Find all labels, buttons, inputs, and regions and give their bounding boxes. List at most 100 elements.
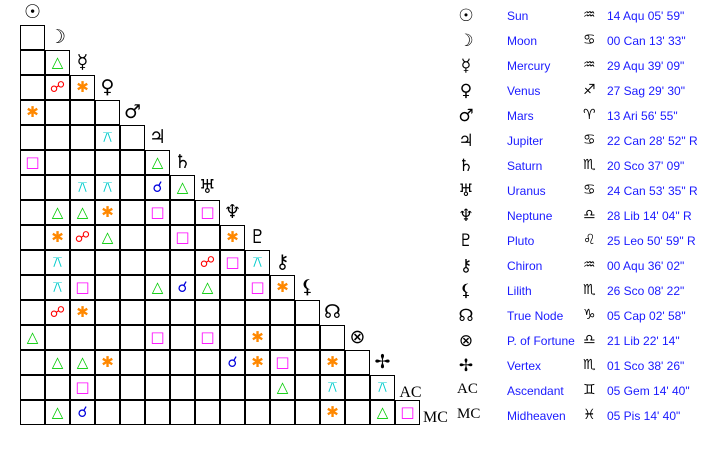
vertex-icon: ✢ bbox=[458, 356, 474, 376]
planet-row-ascendant: AC Ascendant ♊ 05 Gem 14' 40" bbox=[450, 380, 705, 405]
true-node-icon: ☊ bbox=[458, 306, 474, 326]
aspect-cell-empty bbox=[295, 375, 320, 400]
aspect-cell-empty bbox=[220, 300, 245, 325]
planet-name: Pluto bbox=[507, 234, 535, 248]
aspect-cell-empty bbox=[170, 375, 195, 400]
aspect-cell-empty bbox=[95, 300, 120, 325]
aspect-cell-empty bbox=[270, 400, 295, 425]
zodiac-sign-icon: ♋ bbox=[583, 132, 596, 148]
aspect-cell-empty bbox=[145, 300, 170, 325]
aspect-cell-empty bbox=[195, 225, 220, 250]
aspect-cell-empty bbox=[95, 250, 120, 275]
mars-icon: ♂ bbox=[458, 106, 474, 126]
planet-position: 29 Aqu 39' 09" bbox=[607, 59, 685, 73]
uranus-icon: ♅ bbox=[458, 181, 474, 201]
planet-name: Vertex bbox=[507, 359, 542, 373]
aspect-quincunx-icon: ⚻ bbox=[320, 375, 345, 400]
aspect-cell-empty bbox=[20, 225, 45, 250]
aspect-square-icon: □ bbox=[145, 200, 170, 225]
aspect-cell-empty bbox=[20, 125, 45, 150]
planet-position: 25 Leo 50' 59" R bbox=[607, 234, 696, 248]
planet-position: 05 Cap 02' 58" bbox=[607, 309, 686, 323]
planet-name: Uranus bbox=[507, 184, 546, 198]
zodiac-sign-icon: ♊ bbox=[583, 382, 596, 398]
aspect-cell-empty bbox=[20, 400, 45, 425]
aspect-cell-empty bbox=[120, 225, 145, 250]
aspect-quincunx-icon: ⚻ bbox=[245, 250, 270, 275]
saturn-icon: ♄ bbox=[458, 156, 474, 176]
zodiac-sign-icon: ♈ bbox=[583, 107, 596, 123]
neptune-icon: ♆ bbox=[458, 206, 474, 226]
planet-row-mercury: ☿ Mercury ♒ 29 Aqu 39' 09" bbox=[450, 55, 705, 80]
aspect-opposition-icon: ☍ bbox=[45, 75, 70, 100]
planet-row-moon: ☽ Moon ♋ 00 Can 13' 33" bbox=[450, 30, 705, 55]
aspect-cell-empty bbox=[45, 100, 70, 125]
zodiac-sign-icon: ♋ bbox=[583, 182, 596, 198]
vertex-glyph-icon: ✢ bbox=[374, 350, 391, 373]
mercury-icon: ☿ bbox=[460, 56, 472, 76]
planet-position: 27 Sag 29' 30" bbox=[607, 84, 685, 98]
aspect-square-icon: □ bbox=[70, 275, 95, 300]
aspect-trine-icon: △ bbox=[45, 200, 70, 225]
aspect-cell-empty bbox=[195, 400, 220, 425]
planet-name: Mercury bbox=[507, 59, 551, 73]
aspect-quincunx-icon: ⚻ bbox=[45, 275, 70, 300]
planet-row-neptune: ♆ Neptune ♎ 28 Lib 14' 04" R bbox=[450, 205, 705, 230]
planet-name: Neptune bbox=[507, 209, 553, 223]
aspect-cell-empty bbox=[120, 300, 145, 325]
zodiac-sign-icon: ♎ bbox=[583, 207, 596, 223]
aspect-cell-empty bbox=[170, 200, 195, 225]
aspect-sextile-icon: ✱ bbox=[245, 350, 270, 375]
planet-position: 05 Gem 14' 40" bbox=[607, 384, 690, 398]
moon-icon: ☽ bbox=[458, 31, 474, 51]
planet-position: 20 Sco 37' 09" bbox=[607, 159, 685, 173]
planet-row-venus: ♀ Venus ♐ 27 Sag 29' 30" bbox=[450, 80, 705, 105]
aspect-cell-empty bbox=[295, 350, 320, 375]
aspect-cell-empty bbox=[120, 400, 145, 425]
aspect-trine-icon: △ bbox=[195, 275, 220, 300]
uranus-glyph-icon: ♅ bbox=[198, 175, 217, 198]
planet-name: Chiron bbox=[507, 259, 543, 273]
aspect-trine-icon: △ bbox=[70, 350, 95, 375]
aspect-cell-empty bbox=[295, 300, 320, 325]
aspect-grid: ☉ ☽ ☿ ♀ ♂ ♃ ♄ ♅ ♆ ♇ ⚷ ⚸ ☊ ⊗ ✢ AC MC △ ☍ ✱ ✱ ⚻ □ △ ⚻ ⚻ ☌ △ △ △ ✱ □ □ ✱ ☍ △ □ ✱… bbox=[20, 1, 448, 426]
lilith-glyph-icon: ⚸ bbox=[300, 275, 315, 298]
aspect-cell-empty bbox=[145, 350, 170, 375]
planet-row-p-of-fortune: ⊗ P. of Fortune ♎ 21 Lib 22' 14" bbox=[450, 330, 705, 355]
aspect-conjunction-icon: ☌ bbox=[220, 350, 245, 375]
aspect-cell-empty bbox=[345, 350, 370, 375]
aspect-square-icon: □ bbox=[70, 375, 95, 400]
aspect-cell-empty bbox=[70, 100, 95, 125]
planet-position: 21 Lib 22' 14" bbox=[607, 334, 680, 348]
aspect-cell-empty bbox=[20, 50, 45, 75]
jupiter-icon: ♃ bbox=[458, 131, 474, 151]
aspect-trine-icon: △ bbox=[270, 375, 295, 400]
planet-position: 26 Sco 08' 22" bbox=[607, 284, 685, 298]
aspect-cell-empty bbox=[70, 325, 95, 350]
aspect-cell-empty bbox=[70, 125, 95, 150]
aspect-trine-icon: △ bbox=[170, 175, 195, 200]
aspect-square-icon: □ bbox=[20, 150, 45, 175]
aspect-cell-empty bbox=[95, 400, 120, 425]
zodiac-sign-icon: ♋ bbox=[583, 32, 596, 48]
planet-position: 00 Aqu 36' 02" bbox=[607, 259, 685, 273]
aspect-cell-empty bbox=[245, 300, 270, 325]
aspect-trine-icon: △ bbox=[20, 325, 45, 350]
aspect-square-icon: □ bbox=[195, 200, 220, 225]
planet-position: 13 Ari 56' 55" bbox=[607, 109, 678, 123]
sun-icon: ☉ bbox=[458, 6, 474, 26]
planet-row-saturn: ♄ Saturn ♏ 20 Sco 37' 09" bbox=[450, 155, 705, 180]
aspect-sextile-icon: ✱ bbox=[320, 350, 345, 375]
aspect-cell-empty bbox=[120, 250, 145, 275]
aspect-quincunx-icon: ⚻ bbox=[45, 250, 70, 275]
aspect-cell-empty bbox=[95, 375, 120, 400]
aspect-cell-empty bbox=[120, 200, 145, 225]
aspect-cell-empty bbox=[220, 400, 245, 425]
aspect-cell-empty bbox=[20, 75, 45, 100]
aspect-quincunx-icon: ⚻ bbox=[95, 125, 120, 150]
planet-row-lilith: ⚸ Lilith ♏ 26 Sco 08' 22" bbox=[450, 280, 705, 305]
aspect-cell-empty bbox=[20, 350, 45, 375]
aspect-cell-empty bbox=[45, 175, 70, 200]
aspect-sextile-icon: ✱ bbox=[45, 225, 70, 250]
aspect-opposition-icon: ☍ bbox=[195, 250, 220, 275]
